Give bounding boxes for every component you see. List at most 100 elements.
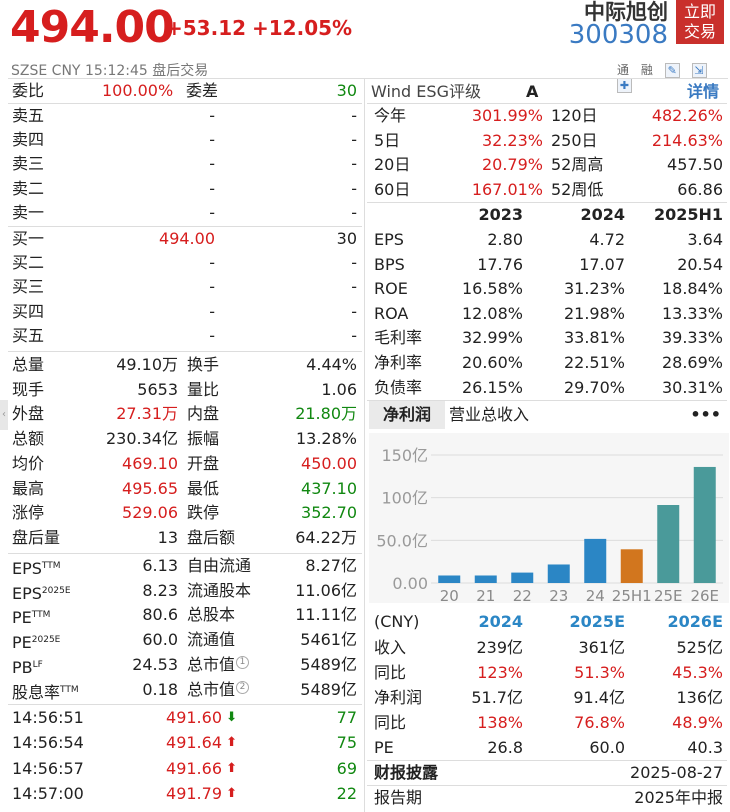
- net-profit-chart-svg: 150亿 100亿 50.0亿 0.00 20 21 22 23 24 25H1 25E 26E: [376, 446, 723, 603]
- quote-label: 换手: [187, 355, 220, 374]
- valuation-label-sup: TTM: [31, 610, 51, 621]
- quote-row: 均价 469.10 开盘 450.00: [12, 452, 357, 476]
- financials-value: 20.54: [677, 254, 723, 274]
- bar-25E[interactable]: [657, 505, 680, 583]
- valuation-row: PBLF 24.53 总市值 1 5489亿: [12, 653, 357, 677]
- bar-24[interactable]: [584, 538, 607, 583]
- performance-row: 20日 20.79% 52周高 457.50: [374, 153, 723, 177]
- valuation-label-sup: 2025E: [31, 635, 61, 646]
- forecast-value: 45.3%: [672, 663, 723, 682]
- financials-value: 31.23%: [563, 279, 625, 299]
- financials-value: 28.69%: [661, 353, 723, 372]
- bid-price: -: [209, 301, 215, 321]
- order-diff-value: 30: [336, 81, 357, 100]
- divider: [367, 400, 727, 401]
- financials-row: 净利率 20.60% 22.51% 28.69%: [374, 351, 723, 375]
- financials-row: ROE 16.58% 31.23% 18.84%: [374, 277, 723, 301]
- order-ratio-row: 委比 100.00% 委差 30: [12, 79, 357, 103]
- valuation-label-text: 总市值: [187, 679, 236, 699]
- bar-21[interactable]: [474, 575, 497, 583]
- bid-volume: -: [351, 277, 357, 297]
- tab-net-profit[interactable]: 净利润: [369, 401, 445, 429]
- quote-label: 跌停: [187, 503, 220, 523]
- financials-label: 净利率: [374, 353, 423, 372]
- bar-20[interactable]: [438, 575, 461, 583]
- performance-value: 214.63%: [651, 130, 723, 150]
- forecast-value: 76.8%: [574, 713, 625, 732]
- valuation-value: 60.0: [142, 630, 178, 650]
- tick-volume: 69: [336, 758, 357, 778]
- bar-23[interactable]: [547, 564, 570, 583]
- performance-label: 120日: [551, 106, 598, 125]
- financials-value: 2.80: [487, 230, 523, 249]
- margin-tag-rong[interactable]: 融: [640, 63, 653, 77]
- forecast-value: 51.7亿: [471, 688, 523, 707]
- margin-tag-tong[interactable]: 通: [617, 63, 630, 77]
- financials-year: 2025H1: [653, 205, 723, 224]
- trade-button-line2: 交易: [683, 22, 716, 41]
- tick-price: 491.79: [166, 783, 222, 803]
- info-icon[interactable]: 1: [236, 655, 250, 669]
- ask-price: -: [209, 202, 215, 222]
- currency: CNY: [51, 63, 81, 79]
- financials-row: EPS 2.80 4.72 3.64: [374, 228, 723, 252]
- forecast-value: 361亿: [578, 638, 625, 657]
- forecast-year: 2024: [478, 612, 523, 631]
- y-tick-label: 150亿: [381, 446, 428, 465]
- ask-level-label: 卖五: [12, 106, 45, 125]
- bar-25H1[interactable]: [620, 549, 643, 583]
- report-period-value: 2025年中报: [634, 788, 723, 807]
- esg-detail-link[interactable]: 详情: [686, 82, 719, 101]
- divider: [8, 351, 362, 352]
- ask-level-label: 卖二: [12, 178, 45, 198]
- x-tick-label: 25E: [654, 587, 683, 603]
- financials-value: 39.33%: [661, 328, 723, 348]
- price-change: +53.12: [166, 16, 247, 40]
- forecast-value: 26.8: [487, 738, 523, 757]
- bid-level-label: 买四: [12, 301, 45, 321]
- ask-row: 卖五 - -: [12, 104, 357, 128]
- more-icon[interactable]: •••: [690, 405, 721, 424]
- divider: [367, 760, 727, 761]
- session-status: 盘后交易: [152, 63, 209, 79]
- bid-level-label: 买三: [12, 277, 45, 297]
- quote-label: 量比: [187, 379, 220, 399]
- bid-volume: 30: [336, 229, 357, 248]
- ask-volume: -: [351, 154, 357, 174]
- trade-now-button[interactable]: 立即 交易: [676, 0, 724, 44]
- trade-button-line1: 立即: [683, 2, 716, 21]
- order-diff-label: 委差: [186, 81, 219, 100]
- bid-row: 买三 - -: [12, 275, 357, 299]
- tab-revenue[interactable]: 营业总收入: [449, 405, 530, 424]
- quote-label: 开盘: [187, 453, 220, 473]
- quote-label: 内盘: [187, 404, 220, 424]
- valuation-value: 24.53: [132, 654, 178, 674]
- tick-row: 14:56:54 491.64 ⬆ 75: [12, 731, 357, 755]
- ask-volume: -: [351, 130, 357, 150]
- bid-volume: -: [351, 301, 357, 321]
- collapse-arrow-icon[interactable]: ‹: [0, 400, 8, 430]
- ask-price: -: [209, 130, 215, 150]
- quote-time: 15:12:45: [84, 63, 148, 79]
- financials-value: 29.70%: [563, 377, 625, 397]
- quote-value: 437.10: [301, 478, 357, 498]
- edit-icon[interactable]: ✎: [664, 63, 680, 78]
- quote-value: 21.80万: [295, 404, 357, 424]
- financials-label: ROE: [374, 279, 408, 299]
- forecast-label: 收入: [374, 638, 407, 657]
- export-icon[interactable]: ⇲: [691, 63, 707, 78]
- quote-label: 盘后额: [187, 527, 236, 547]
- ask-row: 卖四 - -: [12, 128, 357, 152]
- valuation-label: PETTM: [12, 603, 50, 630]
- ask-price: -: [209, 154, 215, 174]
- forecast-header: (CNY) 2024 2025E 2026E: [374, 610, 723, 634]
- bar-22[interactable]: [511, 572, 534, 583]
- quote-row: 最高 495.65 最低 437.10: [12, 477, 357, 501]
- bar-26E[interactable]: [693, 466, 716, 583]
- forecast-value: 136亿: [676, 688, 723, 707]
- info-icon[interactable]: 2: [236, 680, 250, 694]
- tick-time: 14:56:51: [12, 708, 84, 727]
- bid-row: 买一 494.00 30: [12, 227, 357, 251]
- tick-price: 491.60: [166, 708, 222, 727]
- quote-label: 盘后量: [12, 527, 61, 547]
